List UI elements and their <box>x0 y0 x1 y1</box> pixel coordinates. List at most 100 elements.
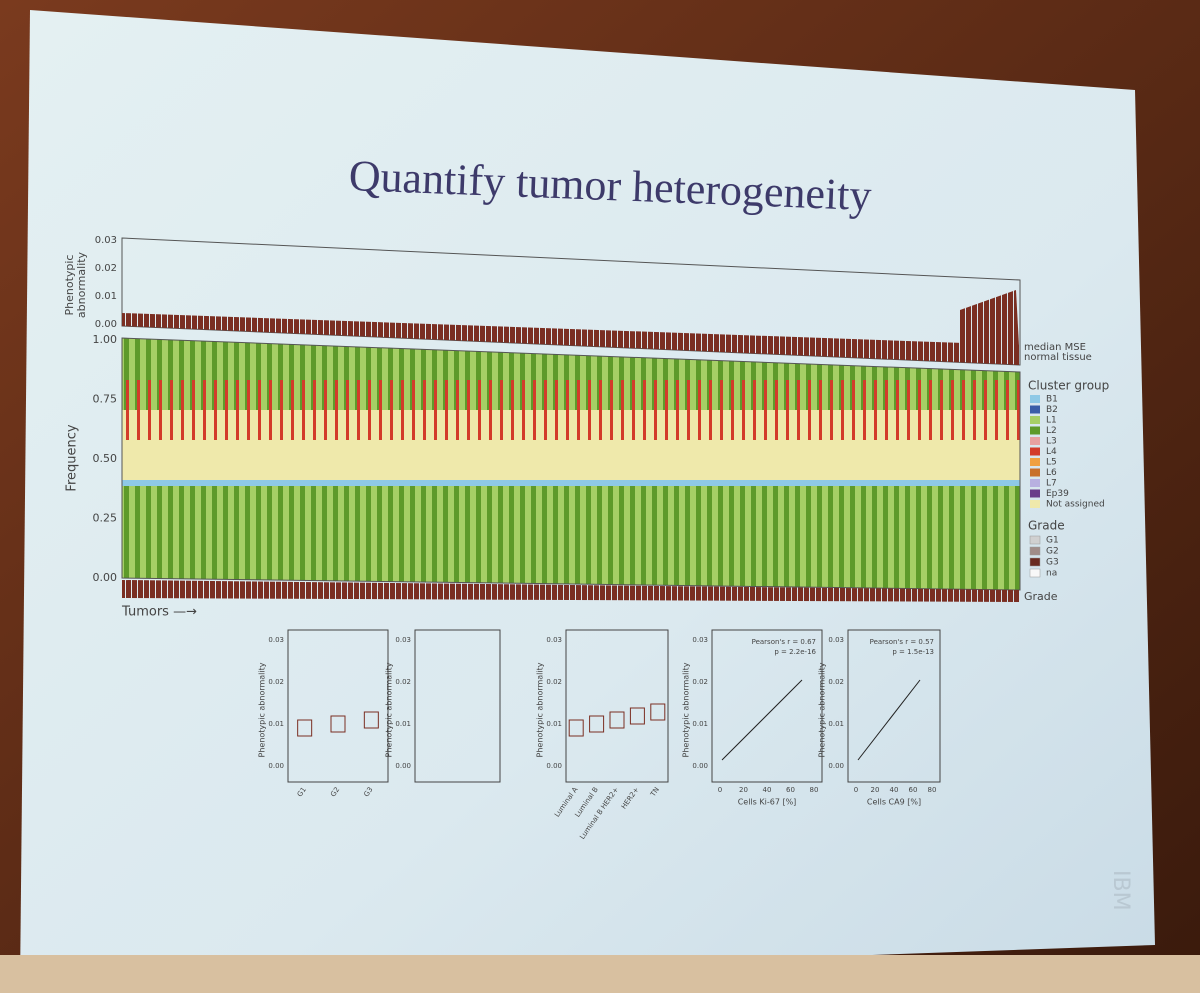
legend-swatch <box>1030 468 1040 477</box>
legend-label: L6 <box>1046 468 1057 478</box>
legend-title: Cluster group <box>1028 379 1109 393</box>
stat-label: Pearson's r = 0.57 <box>870 638 934 646</box>
panel-note: median MSE <box>1024 342 1086 353</box>
y-tick-label: 0.03 <box>692 636 708 644</box>
y-axis-label: Phenotypic abnormality <box>682 662 691 757</box>
plot-frame <box>711 629 823 783</box>
panel-note: normal tissue <box>1024 352 1092 363</box>
watermark: IBM <box>1108 870 1133 911</box>
y-tick-label: 0.01 <box>95 291 117 302</box>
legend-swatch <box>1030 447 1040 456</box>
y-tick-label: 0.00 <box>546 762 562 770</box>
grade-strip <box>122 580 1020 602</box>
x-tick-label: 60 <box>909 786 918 794</box>
y-axis-label: Phenotypic abnormality <box>818 662 827 757</box>
box <box>297 719 313 737</box>
y-tick-label: 0.03 <box>546 636 562 644</box>
y-tick-label: 0.02 <box>546 678 562 686</box>
top-panel-bars <box>122 313 1020 365</box>
legend-swatch <box>1030 500 1040 508</box>
box <box>609 711 625 729</box>
y-tick-label: 0.01 <box>692 720 708 728</box>
box <box>363 711 379 729</box>
legend-label: Ep39 <box>1046 489 1069 499</box>
fit-line <box>857 679 921 761</box>
y-tick-label: 0.01 <box>828 720 844 728</box>
legend-label: B1 <box>1046 395 1058 405</box>
stat-label: Pearson's r = 0.67 <box>752 638 816 646</box>
y-tick-label: 0.02 <box>828 678 844 686</box>
box <box>330 715 346 733</box>
fit-line <box>721 679 803 761</box>
y-axis-label: Frequency <box>65 424 80 491</box>
y-axis-label: Phenotypic abnormality <box>258 662 267 757</box>
legend-label: G1 <box>1046 536 1059 546</box>
legend-swatch <box>1030 437 1040 445</box>
legend-label: L3 <box>1046 437 1057 447</box>
legend-swatch <box>1030 416 1040 424</box>
legend-label: Not assigned <box>1046 500 1105 510</box>
x-tick-label: 0 <box>718 786 722 794</box>
legend-swatch <box>1030 479 1040 487</box>
legend-swatch <box>1029 546 1041 556</box>
y-tick-label: 0.00 <box>268 762 284 770</box>
box <box>568 719 584 737</box>
legend-swatch <box>1029 557 1041 567</box>
stat-label: p = 1.5e-13 <box>892 648 934 656</box>
y-axis-label: Phenotypic abnormality <box>536 662 545 757</box>
y-tick-label: 0.03 <box>395 636 411 644</box>
legend-label: B2 <box>1046 405 1058 415</box>
x-tick-label: 40 <box>890 786 899 794</box>
y-axis-label: Phenotypic abnormality <box>385 662 394 757</box>
plot-frame <box>287 629 389 783</box>
y-tick-label: 0.25 <box>93 512 118 525</box>
legend-swatch <box>1029 535 1041 545</box>
y-tick-label: 0.01 <box>546 720 562 728</box>
y-tick-label: 0.02 <box>268 678 284 686</box>
y-tick-label: 0.03 <box>828 636 844 644</box>
top-panel-bars-high <box>960 290 1020 365</box>
x-axis-label: Tumors —→ <box>121 605 197 620</box>
x-tick-label: 0 <box>854 786 858 794</box>
legend-swatch <box>1029 568 1041 578</box>
legend-swatch <box>1030 426 1040 435</box>
y-tick-label: 0.03 <box>268 636 284 644</box>
x-tick-label: 40 <box>763 786 772 794</box>
plot-frame <box>847 629 941 783</box>
x-axis-label: Cells Ki-67 [%] <box>738 798 797 807</box>
y-tick-label: 0.00 <box>95 319 117 330</box>
y-tick-label: 0.00 <box>692 762 708 770</box>
small-plots: Phenotypic abnormality0.030.020.010.00G1… <box>258 629 941 841</box>
stacked-frequency-panel <box>121 337 1021 591</box>
legend-label: G3 <box>1046 558 1059 568</box>
y-tick-label: 0.02 <box>692 678 708 686</box>
y-tick-label: 0.02 <box>95 263 117 274</box>
box <box>589 715 605 733</box>
box <box>629 707 645 725</box>
x-tick-label: 60 <box>786 786 795 794</box>
y-tick-label: 0.00 <box>93 571 118 584</box>
x-tick-label: 20 <box>739 786 748 794</box>
legend-label: G2 <box>1046 547 1059 557</box>
legend-label: L5 <box>1046 458 1057 468</box>
legend-label: L2 <box>1046 426 1057 436</box>
stat-label: p = 2.2e-16 <box>774 648 816 656</box>
x-tick-label: 20 <box>871 786 880 794</box>
y-axis-label: abnormality <box>75 251 88 318</box>
legend-label: L1 <box>1046 416 1057 426</box>
plot-frame <box>414 629 501 783</box>
y-tick-label: 0.00 <box>395 762 411 770</box>
plot-frame <box>565 629 669 783</box>
legend-label: na <box>1046 569 1057 579</box>
legend-swatch <box>1030 395 1040 403</box>
y-tick-label: 0.01 <box>395 720 411 728</box>
legend-swatch <box>1030 458 1040 466</box>
x-tick-label: 80 <box>810 786 819 794</box>
y-tick-label: 0.50 <box>93 452 118 465</box>
y-tick-label: 0.01 <box>268 720 284 728</box>
x-axis-label: Cells CA9 [%] <box>867 798 921 807</box>
y-tick-label: 0.03 <box>95 235 117 246</box>
y-tick-label: 0.00 <box>828 762 844 770</box>
x-tick-label: 80 <box>928 786 937 794</box>
